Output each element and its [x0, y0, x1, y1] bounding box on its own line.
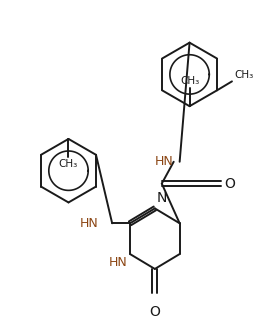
Text: HN: HN	[155, 155, 174, 168]
Text: O: O	[224, 176, 235, 191]
Text: HN: HN	[108, 256, 127, 269]
Text: HN: HN	[80, 217, 98, 230]
Text: O: O	[150, 305, 160, 319]
Text: N: N	[157, 191, 167, 205]
Text: CH₃: CH₃	[59, 159, 78, 169]
Text: CH₃: CH₃	[234, 71, 253, 80]
Text: CH₃: CH₃	[180, 76, 199, 86]
